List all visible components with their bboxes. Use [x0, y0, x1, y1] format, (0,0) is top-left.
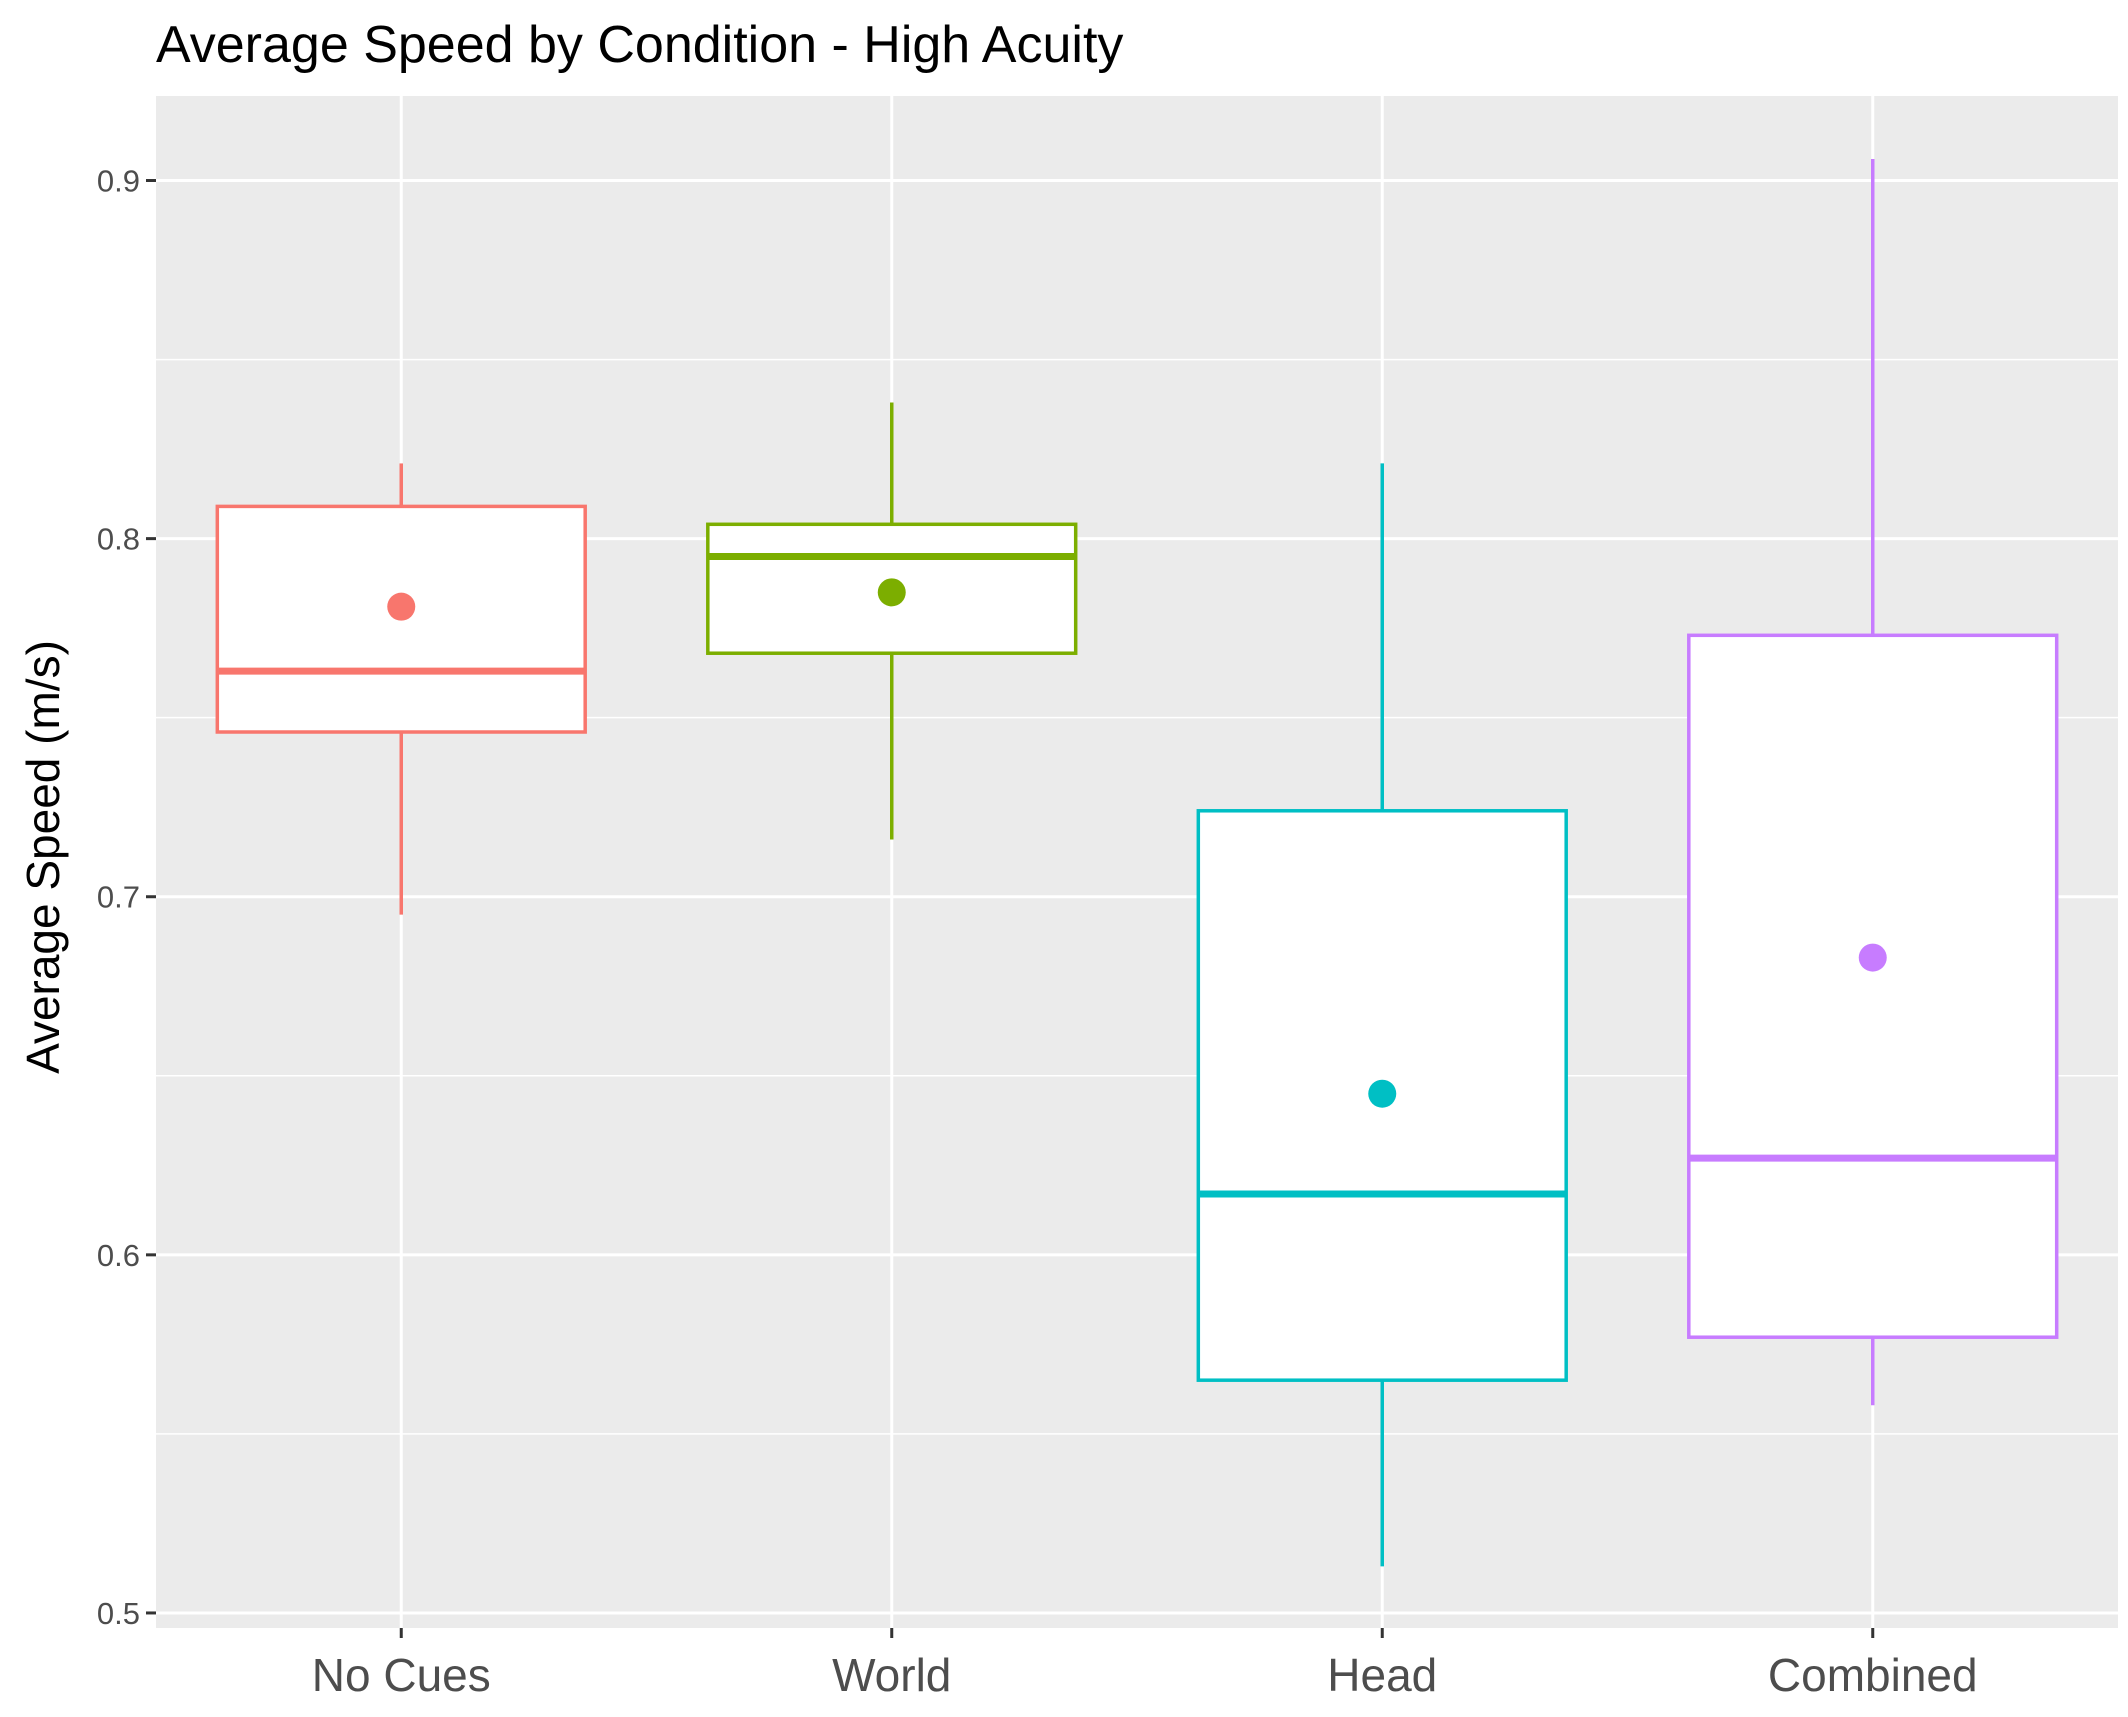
mean-point — [1368, 1079, 1397, 1108]
x-tick-label: Head — [1327, 1649, 1437, 1701]
x-axis: No Cues World Head Combined — [312, 1628, 1978, 1701]
box-combined — [1687, 159, 2059, 1406]
box-iqr — [1687, 633, 2059, 1339]
mean-point — [877, 578, 906, 607]
y-tick-label: 0.5 — [97, 1596, 140, 1631]
x-tick-label: No Cues — [312, 1649, 491, 1701]
y-tick-label: 0.7 — [97, 880, 140, 915]
x-tick-label: Combined — [1768, 1649, 1978, 1701]
y-tick-label: 0.9 — [97, 164, 140, 199]
chart-title: Average Speed by Condition - High Acuity — [156, 16, 1123, 74]
box-head — [1196, 463, 1568, 1567]
y-tick-label: 0.8 — [97, 522, 140, 557]
x-tick-label: World — [832, 1649, 951, 1701]
box-no-cues — [215, 463, 587, 915]
boxplot-series — [215, 159, 2059, 1567]
y-tick-label: 0.6 — [97, 1238, 140, 1273]
mean-point — [387, 592, 416, 621]
y-axis: 0.5 0.6 0.7 0.8 0.9 — [97, 164, 156, 1631]
box-world — [706, 402, 1078, 840]
y-axis-label: Average Speed (m/s) — [17, 640, 69, 1074]
mean-point — [1858, 943, 1887, 972]
